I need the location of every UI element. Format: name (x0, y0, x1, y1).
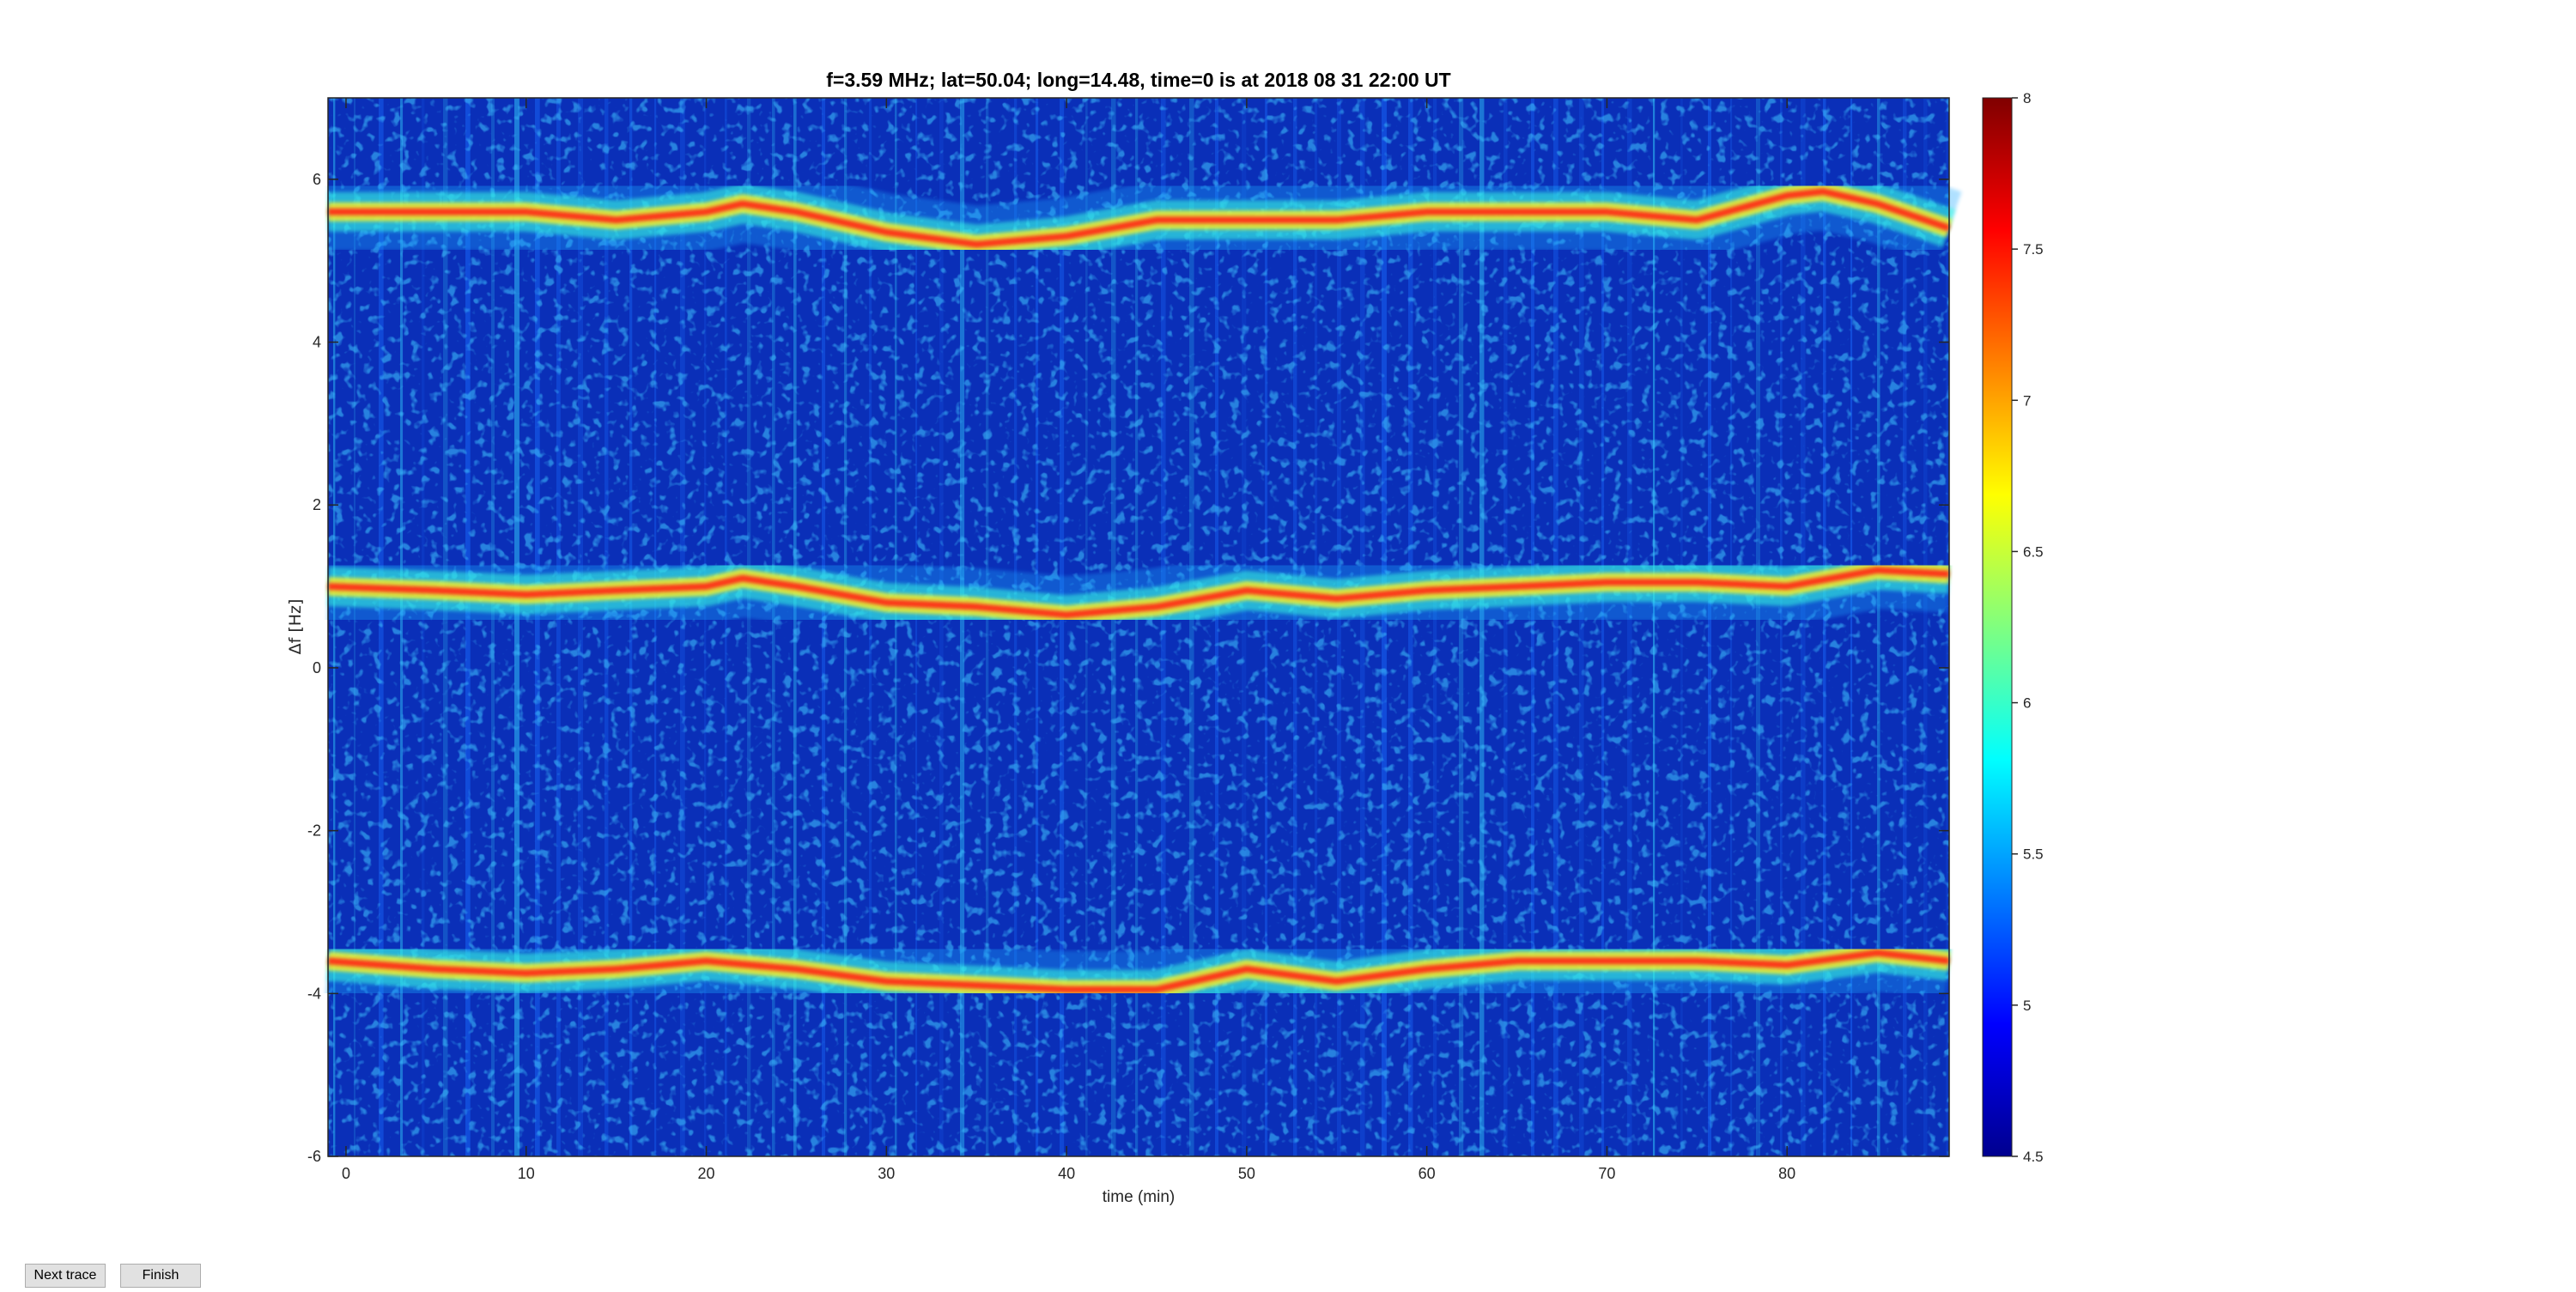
colorbar-tick-label: 7 (2023, 392, 2031, 409)
x-tick-label: 30 (878, 1165, 895, 1182)
colorbar-tick-label: 8 (2023, 90, 2031, 106)
plot-area (325, 97, 1962, 1157)
y-tick-label: 2 (313, 496, 321, 513)
trace-2 (326, 531, 1952, 654)
colorbar-tick-label: 7.5 (2023, 241, 2044, 258)
colorbar: 4.5 5 5.5 6 6.5 7 7.5 8 (1982, 90, 2044, 1165)
doppler-traces (325, 153, 1962, 1028)
finish-button[interactable]: Finish (120, 1264, 201, 1288)
y-tick-label: 0 (313, 659, 321, 676)
x-tick-label: 50 (1238, 1165, 1255, 1182)
y-axis-label: Δf [Hz] (286, 599, 305, 655)
colorbar-tick-label: 6 (2023, 695, 2031, 712)
y-tick-label: -4 (307, 985, 321, 1002)
colorbar-tick-label: 5.5 (2023, 846, 2044, 863)
colorbar-tick-label: 4.5 (2023, 1149, 2044, 1165)
x-axis: 0 10 20 30 40 50 60 70 80 (342, 98, 1795, 1182)
x-tick-label: 0 (342, 1165, 350, 1182)
y-tick-label: 4 (313, 334, 321, 351)
x-tick-label: 80 (1778, 1165, 1795, 1182)
y-tick-label: 6 (313, 171, 321, 188)
x-tick-label: 40 (1058, 1165, 1075, 1182)
x-tick-label: 20 (698, 1165, 715, 1182)
trace-1 (328, 153, 1962, 283)
y-tick-label: -2 (307, 822, 321, 840)
trace-3 (325, 913, 1954, 1028)
x-tick-label: 10 (518, 1165, 535, 1182)
x-axis-label: time (min) (1103, 1188, 1175, 1206)
y-tick-label: -6 (307, 1148, 321, 1165)
colorbar-tick-label: 6.5 (2023, 543, 2044, 560)
next-trace-button[interactable]: Next trace (25, 1264, 106, 1288)
colorbar-tick-label: 5 (2023, 998, 2031, 1014)
x-tick-label: 70 (1598, 1165, 1615, 1182)
y-axis: -6 -4 -2 0 2 4 6 (307, 171, 1949, 1165)
x-tick-label: 60 (1419, 1165, 1436, 1182)
chart-title: f=3.59 MHz; lat=50.04; long=14.48, time=… (826, 69, 1450, 91)
